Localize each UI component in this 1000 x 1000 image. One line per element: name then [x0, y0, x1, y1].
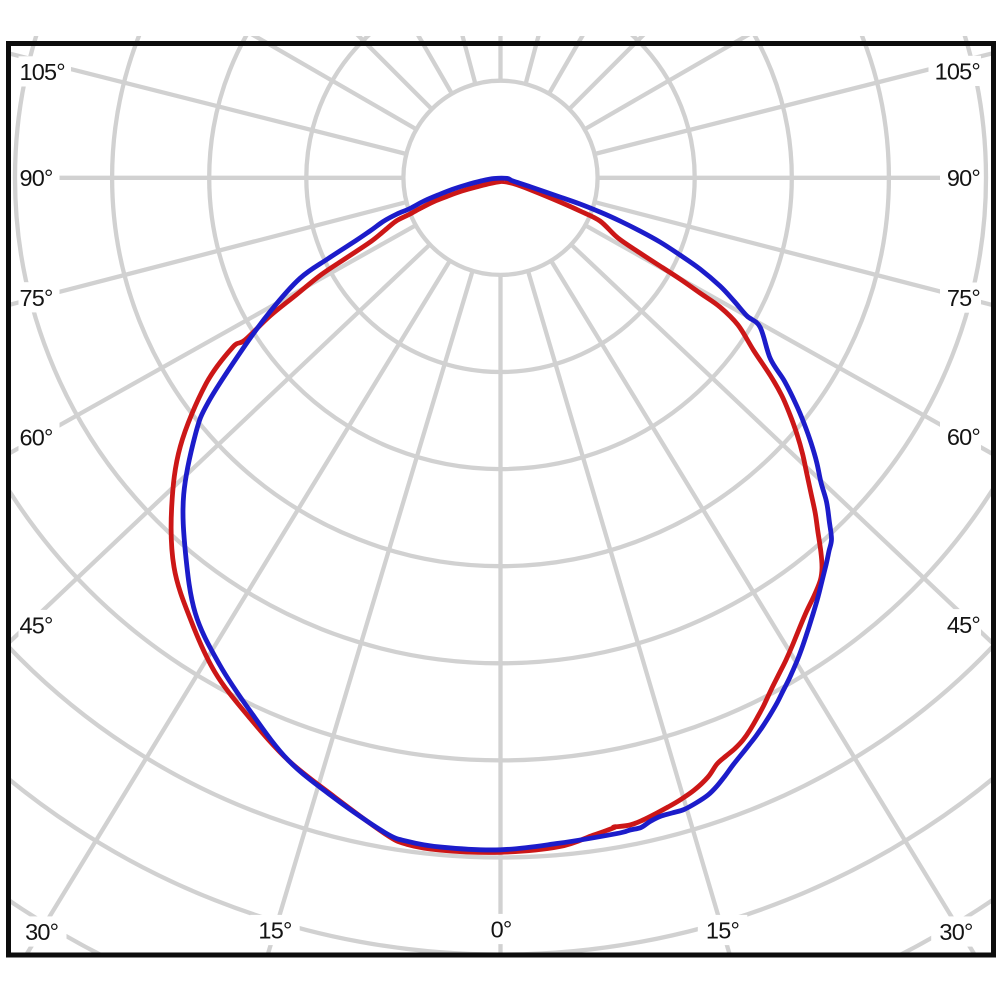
svg-text:45°: 45°	[947, 612, 980, 638]
svg-text:15°: 15°	[258, 918, 291, 944]
svg-text:30°: 30°	[939, 919, 972, 945]
svg-text:105°: 105°	[20, 59, 65, 85]
svg-text:0°: 0°	[491, 917, 512, 943]
svg-text:90°: 90°	[20, 165, 53, 191]
svg-text:45°: 45°	[20, 613, 53, 639]
svg-text:105°: 105°	[935, 59, 980, 85]
svg-text:60°: 60°	[947, 424, 980, 450]
svg-text:75°: 75°	[20, 285, 53, 311]
svg-text:90°: 90°	[947, 165, 980, 191]
svg-text:15°: 15°	[706, 918, 739, 944]
svg-text:75°: 75°	[947, 285, 980, 311]
svg-text:30°: 30°	[25, 919, 58, 945]
svg-text:60°: 60°	[20, 424, 53, 450]
